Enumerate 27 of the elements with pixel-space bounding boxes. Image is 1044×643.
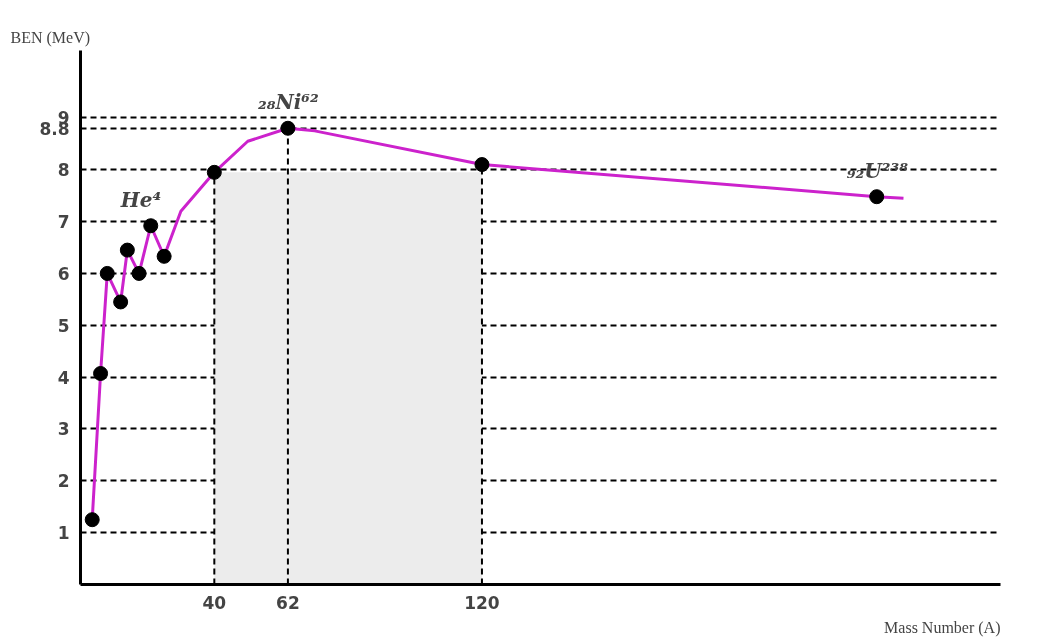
y-tick-label: 7 — [57, 212, 70, 233]
x-tick-label: 120 — [464, 592, 500, 613]
y-tick-label: 3 — [57, 419, 70, 440]
y-tick-label: 6 — [57, 263, 70, 284]
point — [119, 242, 135, 258]
point — [206, 164, 222, 180]
point — [156, 248, 172, 264]
point — [99, 265, 115, 281]
y-tick-label: 2 — [57, 471, 70, 492]
y-tick-label: 4 — [57, 367, 70, 388]
y-tick-label: 8 — [57, 160, 70, 181]
y-tick-label: 5 — [57, 315, 70, 336]
point — [474, 157, 490, 173]
x-axis-title: Mass Number (A) — [884, 618, 1001, 637]
annotation: ₂₈Ni⁶² — [257, 90, 320, 115]
point — [869, 189, 885, 205]
point — [280, 120, 296, 136]
y-axis-title: BEN (MeV) — [10, 28, 91, 47]
y-tick-label: 1 — [57, 523, 70, 544]
x-tick-label: 62 — [276, 592, 300, 613]
point — [93, 366, 109, 381]
x-tick-label: 40 — [202, 592, 227, 613]
point — [143, 218, 159, 234]
point — [84, 512, 100, 528]
annotation: He⁴ — [119, 187, 162, 212]
point — [113, 294, 129, 310]
point — [131, 265, 147, 281]
